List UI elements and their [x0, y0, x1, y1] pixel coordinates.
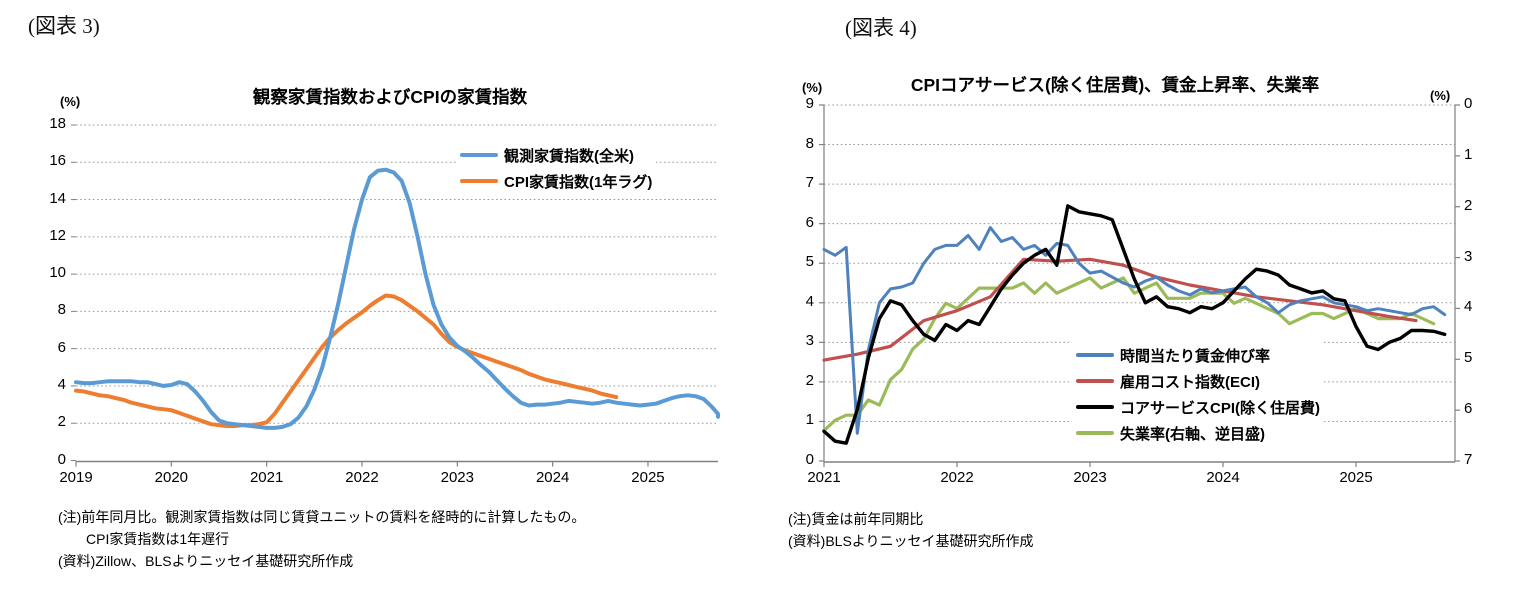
- legend-item: 観測家賃指数(全米): [460, 142, 652, 168]
- axis-tick-label: 8: [805, 134, 814, 152]
- axis-tick-label: 2: [1464, 196, 1473, 214]
- axis-tick-label: 8: [57, 301, 66, 319]
- axis-tick-label: 2023: [440, 468, 474, 486]
- figure3-y-axis-unit: (%): [60, 94, 81, 109]
- black-line-swatch: [1076, 405, 1114, 409]
- figure4-label: (図表 4): [845, 16, 917, 40]
- axis-tick-label: 2024: [1206, 469, 1240, 486]
- green-line-swatch: [1076, 431, 1114, 435]
- axis-tick-label: 2: [805, 371, 814, 389]
- legend-item: 失業率(右軸、逆目盛): [1076, 420, 1320, 446]
- figure3-label: (図表 3): [28, 14, 100, 38]
- axis-tick-label: 7: [805, 174, 814, 192]
- legend-item: 時間当たり賃金伸び率: [1076, 342, 1320, 368]
- axis-tick-label: 3: [805, 332, 814, 350]
- axis-tick-label: 1: [805, 411, 814, 429]
- axis-tick-label: 2024: [535, 468, 570, 486]
- axis-tick-label: 4: [805, 292, 814, 310]
- figure4-right-axis-unit: (%): [1430, 88, 1451, 103]
- axis-tick-label: 0: [57, 450, 66, 468]
- figure3-note-1: (注)前年同月比。観測家賃指数は同じ賃貸ユニットの賃料を経時的に計算したもの。: [58, 509, 586, 525]
- axis-tick-label: 7: [1464, 451, 1473, 468]
- legend-item: CPI家賃指数(1年ラグ): [460, 168, 652, 194]
- axis-tick-label: 16: [49, 152, 66, 170]
- axis-tick-label: 5: [805, 253, 814, 271]
- line-series-0: [822, 226, 1447, 435]
- legend-item-label: 雇用コスト指数(ECI): [1120, 373, 1260, 391]
- line-series-1: [822, 257, 1418, 362]
- axis-tick-label: 2: [57, 413, 66, 431]
- axis-tick-label: 2023: [1073, 469, 1107, 486]
- axis-tick-label: 6: [57, 338, 66, 356]
- axis-tick-label: 9: [805, 95, 814, 112]
- axis-tick-label: 2019: [59, 468, 93, 486]
- axis-tick-label: 10: [49, 264, 66, 282]
- blue-line-swatch: [460, 153, 498, 157]
- line-series-2: [822, 204, 1447, 445]
- axis-tick-label: 5: [1464, 349, 1473, 367]
- legend-item: 雇用コスト指数(ECI): [1076, 368, 1320, 394]
- figure4-note-1: (注)賃金は前年同期比: [788, 511, 924, 527]
- axis-tick-label: 2022: [940, 469, 974, 486]
- legend-item-label: 観測家賃指数(全米): [504, 147, 634, 165]
- figure4-left-axis-unit: (%): [802, 80, 823, 95]
- axis-tick-label: 4: [1464, 298, 1473, 316]
- axis-tick-label: 1: [1464, 145, 1473, 163]
- line-series-1: [74, 293, 619, 428]
- axis-tick-label: 0: [805, 451, 814, 468]
- figure3-note-2: CPI家賃指数は1年遅行: [86, 531, 230, 547]
- line-series-0: [74, 167, 720, 430]
- figure3-source-note: (資料)Zillow、BLSよりニッセイ基礎研究所作成: [58, 553, 354, 569]
- legend-item-label: 失業率(右軸、逆目盛): [1120, 425, 1265, 443]
- figure4-source-note: (資料)BLSよりニッセイ基礎研究所作成: [788, 533, 1034, 549]
- axis-tick-label: 2022: [345, 468, 379, 486]
- axis-tick-label: 2021: [249, 468, 284, 486]
- axis-tick-label: 0: [1464, 95, 1473, 112]
- axis-tick-label: 6: [805, 213, 814, 231]
- blue-line-swatch: [1076, 353, 1114, 357]
- axis-tick-label: 2021: [807, 469, 841, 486]
- orange-line-swatch: [460, 179, 498, 183]
- legend-item-label: コアサービスCPI(除く住居費): [1120, 399, 1320, 417]
- figure3-title: 観察家賃指数およびCPIの家賃指数: [252, 87, 528, 107]
- red-line-swatch: [1076, 379, 1114, 383]
- axis-tick-label: 4: [57, 375, 66, 393]
- axis-tick-label: 2025: [631, 468, 665, 486]
- legend-item-label: CPI家賃指数(1年ラグ): [504, 173, 653, 191]
- axis-tick-label: 2020: [154, 468, 189, 486]
- figure4-title: CPIコアサービス(除く住居費)、賃金上昇率、失業率: [910, 75, 1320, 95]
- legend-item: コアサービスCPI(除く住居費): [1076, 394, 1320, 420]
- legend-item-label: 時間当たり賃金伸び率: [1120, 347, 1271, 365]
- figure3-legend: 観測家賃指数(全米) CPI家賃指数(1年ラグ): [456, 140, 657, 196]
- axis-tick-label: 12: [49, 226, 66, 244]
- axis-tick-label: 2025: [1339, 469, 1373, 486]
- axis-tick-label: 3: [1464, 247, 1473, 265]
- axis-tick-label: 6: [1464, 400, 1473, 418]
- axis-tick-label: 18: [49, 115, 66, 132]
- axis-tick-label: 14: [49, 189, 66, 207]
- figure4-legend: 時間当たり賃金伸び率 雇用コスト指数(ECI) コアサービスCPI(除く住居費)…: [1072, 340, 1324, 448]
